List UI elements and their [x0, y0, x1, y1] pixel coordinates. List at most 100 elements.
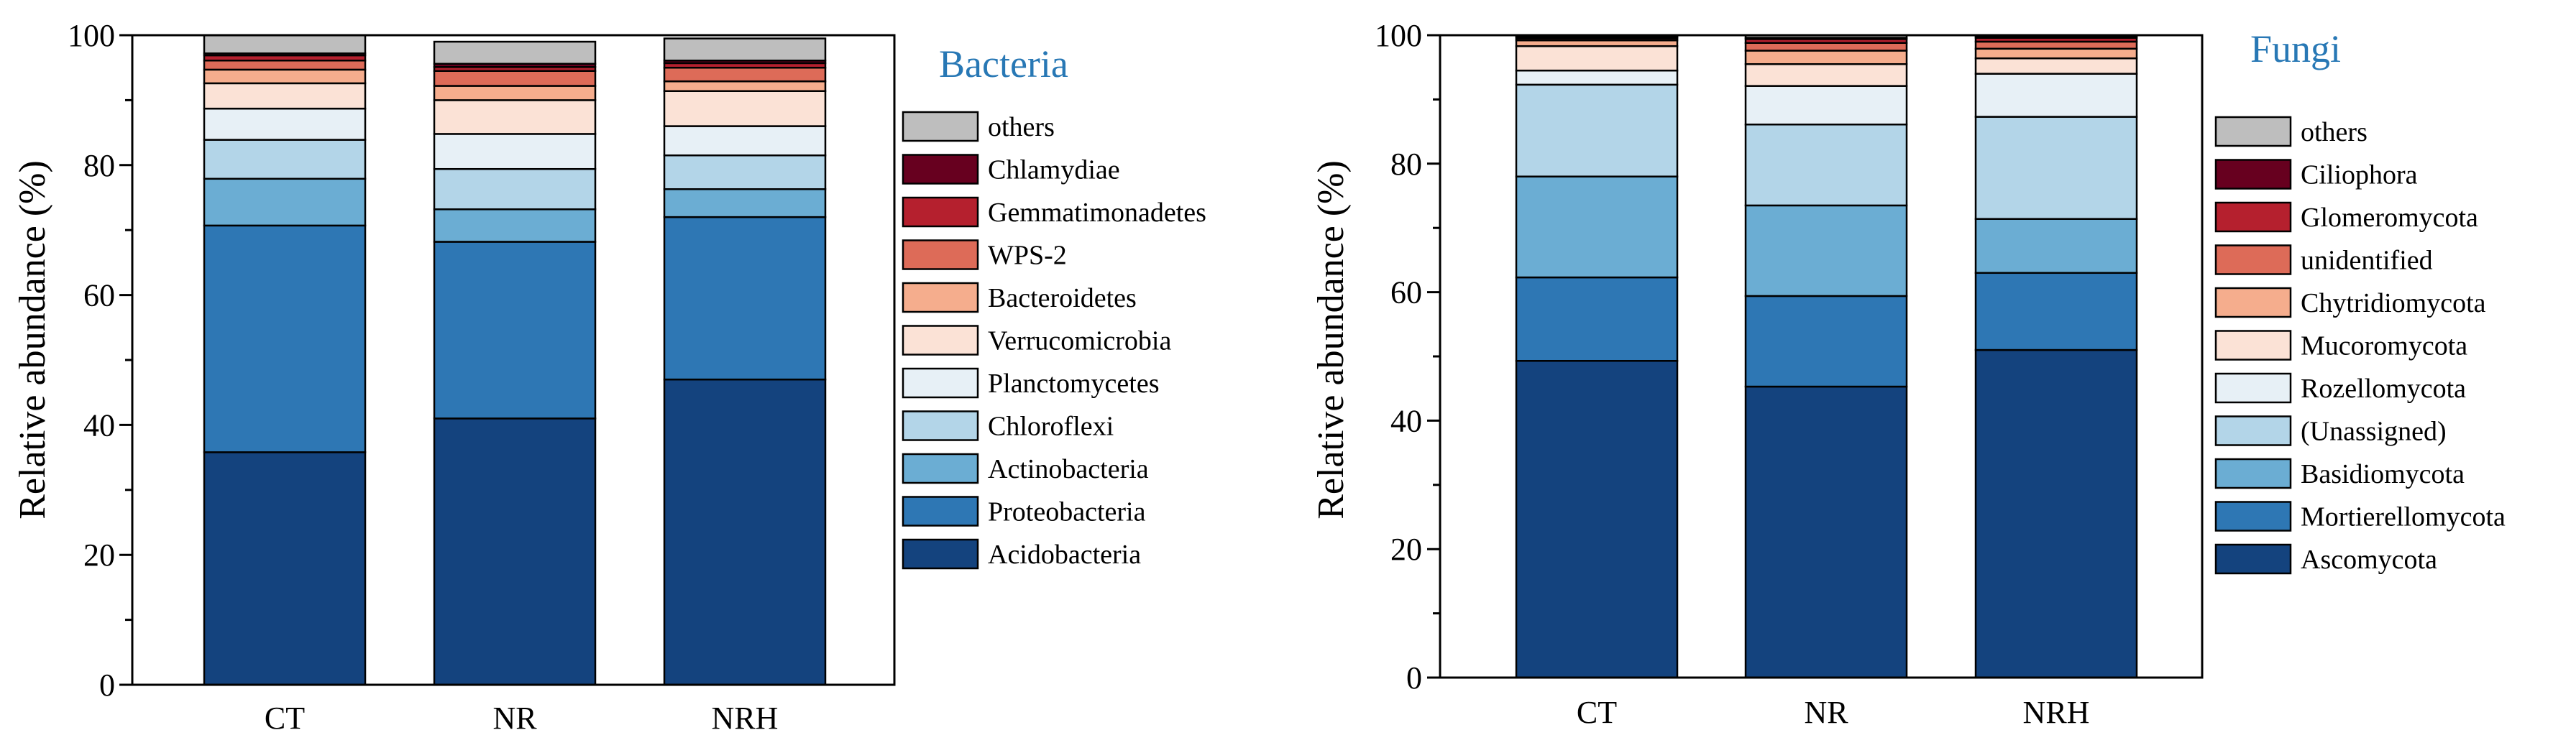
bacteria-bar-nr-planctomycetes: [433, 133, 597, 170]
bacteria-plot-frame: [131, 34, 896, 686]
fungi-bar-nrh-basidiomycota: [1974, 218, 2138, 274]
fungi-legend-swatch-mortierellomycota: [2214, 501, 2292, 532]
fungi-bar-ct-basidiomycota: [1515, 175, 1679, 279]
fungi-bar-nrh-mortierellomycota: [1974, 272, 2138, 351]
fungi-legend-label-rozellomycota: Rozellomycota: [2301, 374, 2466, 404]
bacteria-category-labels: CT NR NRH: [265, 701, 779, 736]
fungi-category-labels: CT NR NRH: [1577, 695, 2090, 730]
fungi-category-label-nrh: NRH: [2023, 695, 2090, 730]
bacteria-bar-nrh-bacteroidetes: [663, 80, 827, 92]
bacteria-bar-ct-verrucomicrobia: [203, 82, 367, 110]
bacteria-y-tick-label: 60: [83, 278, 115, 313]
fungi-legend-swatch-chytridiomycota: [2214, 287, 2292, 318]
fungi-bar-nr-mucoromycota: [1744, 63, 1908, 87]
bacteria-bar-ct-bacteroidetes: [203, 68, 367, 85]
bacteria-bar-nrh-others: [663, 37, 827, 62]
bacteria-legend-swatch-gemmatimonadetes: [902, 196, 979, 228]
fungi-y-tick-label: 40: [1390, 403, 1422, 438]
fungi-y-tick-labels: 0 20 40 60 80 100: [1375, 18, 1422, 696]
bacteria-y-tick-marks: [119, 34, 132, 686]
bacteria-chart-title: Bacteria: [939, 42, 1068, 86]
bacteria-category-label-nr: NR: [492, 701, 537, 736]
bacteria-category-label-nrh: NRH: [712, 701, 779, 736]
bacteria-legend-label-others: others: [988, 112, 1055, 142]
bacteria-bar-ct-others: [203, 34, 367, 55]
bacteria-legend-swatch-acidobacteria: [902, 538, 979, 570]
bacteria-bar-nrh-actinobacteria: [663, 188, 827, 218]
bacteria-y-tick-label: 0: [99, 668, 115, 703]
bacteria-bar-nrh-proteobacteria: [663, 216, 827, 381]
fungi-legend-label-glomeromycota: Glomeromycota: [2301, 203, 2478, 233]
bacteria-bar-ct-acidobacteria: [203, 451, 367, 686]
bacteria-bar-nr-others: [433, 40, 597, 65]
fungi-bar-nrh-mucoromycota: [1974, 57, 2138, 75]
bacteria-legend-label-chloroflexi: Chloroflexi: [988, 412, 1114, 442]
bacteria-legend-swatch-actinobacteria: [902, 453, 979, 484]
fungi-bar-nrh-chytridiomycota: [1974, 47, 2138, 60]
bacteria-legend-label-acidobacteria: Acidobacteria: [988, 540, 1141, 570]
fungi-legend-swatch-basidiomycota: [2214, 458, 2292, 489]
bacteria-bar-nrh-acidobacteria: [663, 378, 827, 686]
fungi-bar-ct-mortierellomycota: [1515, 276, 1679, 362]
fungi-legend-label-chytridiomycota: Chytridiomycota: [2301, 288, 2486, 318]
fungi-bar-nr-unassigned: [1744, 124, 1908, 207]
bacteria-bar-ct-planctomycetes: [203, 107, 367, 141]
fungi-bar-ct-mucoromycota: [1515, 45, 1679, 72]
bacteria-legend-label-wps-2: WPS-2: [988, 241, 1067, 271]
bacteria-legend-label-actinobacteria: Actinobacteria: [988, 454, 1149, 484]
fungi-bar-ct-unassigned: [1515, 83, 1679, 177]
fungi-category-label-nr: NR: [1804, 695, 1848, 730]
bacteria-bar-ct-proteobacteria: [203, 224, 367, 453]
fungi-legend-label-unidentified: unidentified: [2301, 246, 2433, 276]
fungi-bar-nr-chytridiomycota: [1744, 50, 1908, 65]
bacteria-legend-swatch-proteobacteria: [902, 496, 979, 527]
bacteria-chart: Relative abundance (%) 0 20 40 60 80 100 CT NR…: [12, 18, 1206, 736]
fungi-y-axis-title: Relative abundance (%): [1311, 160, 1352, 520]
bacteria-bar-ct-wps-2: [203, 60, 367, 71]
bacteria-legend-swatch-others: [902, 111, 979, 142]
bacteria-y-axis-title: Relative abundance (%): [12, 160, 53, 520]
fungi-legend-label-ciliophora: Ciliophora: [2301, 160, 2418, 190]
fungi-y-tick-label: 80: [1390, 147, 1422, 182]
bacteria-legend-label-proteobacteria: Proteobacteria: [988, 497, 1146, 527]
bacteria-bars: [203, 34, 827, 686]
fungi-chart-title: Fungi: [2250, 27, 2341, 70]
fungi-y-tick-label: 100: [1375, 18, 1422, 53]
bacteria-legend-swatch-chlamydiae: [902, 154, 979, 185]
fungi-category-label-ct: CT: [1577, 695, 1617, 730]
fungi-bars: [1515, 34, 2138, 679]
bacteria-bar-nr-wps-2: [433, 70, 597, 87]
bacteria-y-tick-label: 100: [68, 18, 115, 53]
fungi-chart: Relative abundance (%) 0 20 40 60 80 100 CT NR…: [1311, 18, 2506, 730]
bacteria-y-tick-label: 20: [83, 537, 115, 573]
bacteria-bar-nrh-verrucomicrobia: [663, 90, 827, 127]
bacteria-bar-nrh-chloroflexi: [663, 154, 827, 190]
fungi-bar-nr-rozellomycota: [1744, 85, 1908, 126]
fungi-legend-swatch-unidentified: [2214, 244, 2292, 275]
fungi-legend-swatch-rozellomycota: [2214, 372, 2292, 404]
fungi-bar-nrh-unidentified: [1974, 40, 2138, 50]
fungi-plot-frame: [1439, 34, 2204, 679]
fungi-bar-nr-mortierellomycota: [1744, 295, 1908, 388]
bacteria-bar-nr-acidobacteria: [433, 417, 597, 686]
fungi-bar-nr-ascomycota: [1744, 385, 1908, 679]
bacteria-legend-label-bacteroidetes: Bacteroidetes: [988, 283, 1137, 313]
bacteria-y-tick-labels: 0 20 40 60 80 100: [68, 18, 115, 703]
bacteria-legend-swatch-verrucomicrobia: [902, 325, 979, 356]
fungi-legend: others Ciliophora Glomeromycota unidentifie…: [2214, 116, 2506, 575]
bacteria-legend-swatch-bacteroidetes: [902, 282, 979, 313]
bacteria-legend-swatch-wps-2: [902, 239, 979, 270]
fungi-bar-nrh-unassigned: [1974, 116, 2138, 220]
fungi-y-tick-label: 60: [1390, 275, 1422, 310]
bacteria-bar-nrh-wps-2: [663, 66, 827, 83]
fungi-legend-label-unassigned: (Unassigned): [2301, 417, 2447, 447]
fungi-bar-nr-basidiomycota: [1744, 204, 1908, 297]
fungi-bar-ct-ascomycota: [1515, 360, 1679, 679]
fungi-y-tick-label: 20: [1390, 532, 1422, 567]
fungi-legend-label-ascomycota: Ascomycota: [2301, 545, 2437, 575]
fungi-legend-swatch-unassigned: [2214, 415, 2292, 446]
bacteria-bar-nrh-planctomycetes: [663, 125, 827, 157]
fungi-legend-label-mucoromycota: Mucoromycota: [2301, 331, 2467, 361]
fungi-bar-nrh-ascomycota: [1974, 348, 2138, 679]
fungi-legend-swatch-ascomycota: [2214, 543, 2292, 575]
